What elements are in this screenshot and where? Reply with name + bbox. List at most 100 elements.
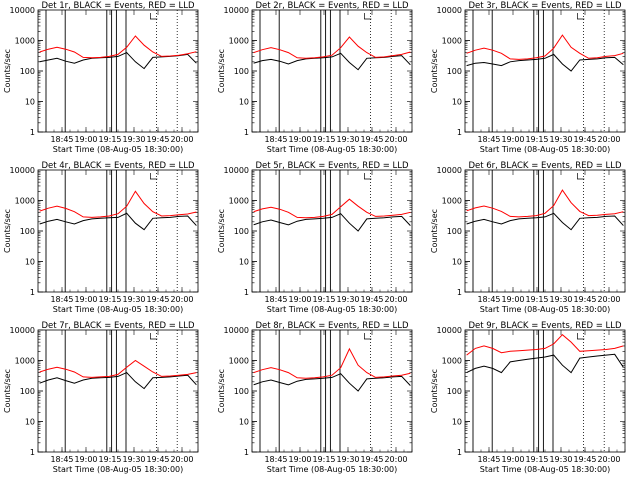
x-tick-label: 19:15 bbox=[312, 295, 335, 304]
bracket-mark bbox=[577, 333, 585, 340]
x-tick-label: 19:00 bbox=[288, 295, 311, 304]
panel-title: Det 2r, BLACK = Events, RED = LLD bbox=[255, 1, 409, 11]
detector-panel-3: Det 3r, BLACK = Events, RED = LLD 1 10 100 1… bbox=[430, 1, 626, 154]
y-tick-label: 1 bbox=[244, 288, 249, 297]
x-axis-label: Start Time (08-Aug-05 18:30:00) bbox=[53, 305, 184, 314]
y-axis-label: Counts/sec bbox=[3, 209, 12, 253]
x-tick-label: 19:30 bbox=[336, 135, 359, 144]
x-tick-label: 19:15 bbox=[98, 295, 121, 304]
x-tick-label: 19:15 bbox=[525, 295, 548, 304]
y-tick-label: 1 bbox=[244, 448, 249, 457]
events-series-line bbox=[466, 353, 624, 374]
y-tick-label: 1000 bbox=[229, 197, 249, 206]
y-tick-label: 10000 bbox=[437, 166, 462, 175]
y-tick-label: 100 bbox=[20, 227, 35, 236]
x-tick-label: 19:30 bbox=[336, 455, 359, 464]
x-tick-label: 19:45 bbox=[573, 455, 596, 464]
y-tick-label: 10000 bbox=[10, 166, 35, 175]
y-tick-label: 10 bbox=[239, 418, 249, 427]
lld-series-line bbox=[39, 35, 197, 59]
events-series-line bbox=[39, 212, 197, 231]
y-tick-label: 10000 bbox=[10, 326, 35, 335]
bracket-mark bbox=[364, 333, 372, 340]
x-tick-label: 18:45 bbox=[264, 295, 287, 304]
x-tick-label: 19:00 bbox=[288, 135, 311, 144]
x-tick-label: 18:45 bbox=[264, 135, 287, 144]
y-tick-label: 1000 bbox=[229, 357, 249, 366]
x-tick-label: 18:45 bbox=[477, 455, 500, 464]
y-tick-label: 1000 bbox=[15, 197, 35, 206]
x-tick-label: 19:15 bbox=[525, 135, 548, 144]
panel-title: Det 6r, BLACK = Events, RED = LLD bbox=[468, 161, 622, 171]
y-tick-label: 1 bbox=[30, 448, 35, 457]
x-axis-label: Start Time (08-Aug-05 18:30:00) bbox=[267, 465, 398, 474]
x-tick-label: 19:15 bbox=[98, 135, 121, 144]
x-tick-label: 19:45 bbox=[360, 295, 383, 304]
y-tick-label: 10 bbox=[452, 258, 462, 267]
events-series-line bbox=[253, 52, 411, 71]
x-tick-label: 19:00 bbox=[501, 135, 524, 144]
lld-series-line bbox=[466, 334, 624, 356]
y-tick-label: 10000 bbox=[224, 166, 249, 175]
x-tick-label: 19:30 bbox=[549, 135, 572, 144]
x-tick-label: 18:45 bbox=[477, 295, 500, 304]
panel-title: Det 3r, BLACK = Events, RED = LLD bbox=[468, 1, 622, 11]
y-axis-label: Counts/sec bbox=[217, 49, 226, 93]
x-tick-label: 19:45 bbox=[573, 135, 596, 144]
x-tick-label: 19:45 bbox=[146, 295, 169, 304]
y-axis-label: Counts/sec bbox=[217, 209, 226, 253]
y-tick-label: 1000 bbox=[442, 197, 462, 206]
x-tick-label: 20:00 bbox=[597, 135, 620, 144]
bracket-mark bbox=[577, 173, 585, 180]
x-tick-label: 19:00 bbox=[74, 135, 97, 144]
x-axis-label: Start Time (08-Aug-05 18:30:00) bbox=[53, 145, 184, 154]
plot-frame bbox=[464, 169, 626, 293]
y-axis-label: Counts/sec bbox=[430, 369, 439, 413]
plot-frame bbox=[464, 9, 626, 133]
x-tick-label: 19:15 bbox=[312, 455, 335, 464]
x-tick-label: 19:00 bbox=[74, 455, 97, 464]
plot-frame bbox=[37, 169, 199, 293]
x-tick-label: 19:15 bbox=[312, 135, 335, 144]
plot-frame bbox=[251, 329, 413, 453]
lld-series-line bbox=[466, 189, 624, 218]
events-series-line bbox=[253, 213, 411, 232]
x-tick-label: 20:00 bbox=[384, 135, 407, 144]
x-tick-label: 19:45 bbox=[146, 135, 169, 144]
plot-frame bbox=[251, 9, 413, 133]
bracket-mark bbox=[577, 13, 585, 20]
y-tick-label: 100 bbox=[234, 387, 249, 396]
events-series-line bbox=[39, 52, 197, 70]
lld-series-line bbox=[253, 347, 411, 379]
panel-title: Det 7r, BLACK = Events, RED = LLD bbox=[41, 321, 195, 331]
x-tick-label: 18:45 bbox=[477, 135, 500, 144]
x-tick-label: 20:00 bbox=[597, 455, 620, 464]
bracket-mark bbox=[150, 173, 158, 180]
x-tick-label: 20:00 bbox=[384, 455, 407, 464]
y-tick-label: 1 bbox=[30, 128, 35, 137]
x-tick-label: 18:45 bbox=[50, 455, 73, 464]
x-axis-label: Start Time (08-Aug-05 18:30:00) bbox=[267, 305, 398, 314]
y-tick-label: 100 bbox=[447, 387, 462, 396]
y-tick-label: 10000 bbox=[224, 6, 249, 15]
y-tick-label: 1000 bbox=[442, 37, 462, 46]
y-tick-label: 1 bbox=[457, 128, 462, 137]
x-axis-label: Start Time (08-Aug-05 18:30:00) bbox=[480, 305, 611, 314]
x-tick-label: 18:45 bbox=[50, 295, 73, 304]
lld-series-line bbox=[39, 190, 197, 218]
detector-panel-2: Det 2r, BLACK = Events, RED = LLD 1 10 100 1… bbox=[217, 1, 413, 154]
x-tick-label: 19:30 bbox=[549, 455, 572, 464]
x-tick-label: 19:00 bbox=[288, 455, 311, 464]
y-tick-label: 1000 bbox=[15, 357, 35, 366]
y-axis-label: Counts/sec bbox=[430, 209, 439, 253]
x-tick-label: 19:30 bbox=[336, 295, 359, 304]
events-series-line bbox=[466, 212, 624, 231]
y-tick-label: 1 bbox=[244, 128, 249, 137]
y-tick-label: 1 bbox=[30, 288, 35, 297]
panel-title: Det 1r, BLACK = Events, RED = LLD bbox=[41, 1, 195, 11]
y-tick-label: 1000 bbox=[229, 37, 249, 46]
y-tick-label: 100 bbox=[20, 67, 35, 76]
x-axis-label: Start Time (08-Aug-05 18:30:00) bbox=[267, 145, 398, 154]
plot-frame bbox=[37, 329, 199, 453]
x-tick-label: 18:45 bbox=[264, 455, 287, 464]
